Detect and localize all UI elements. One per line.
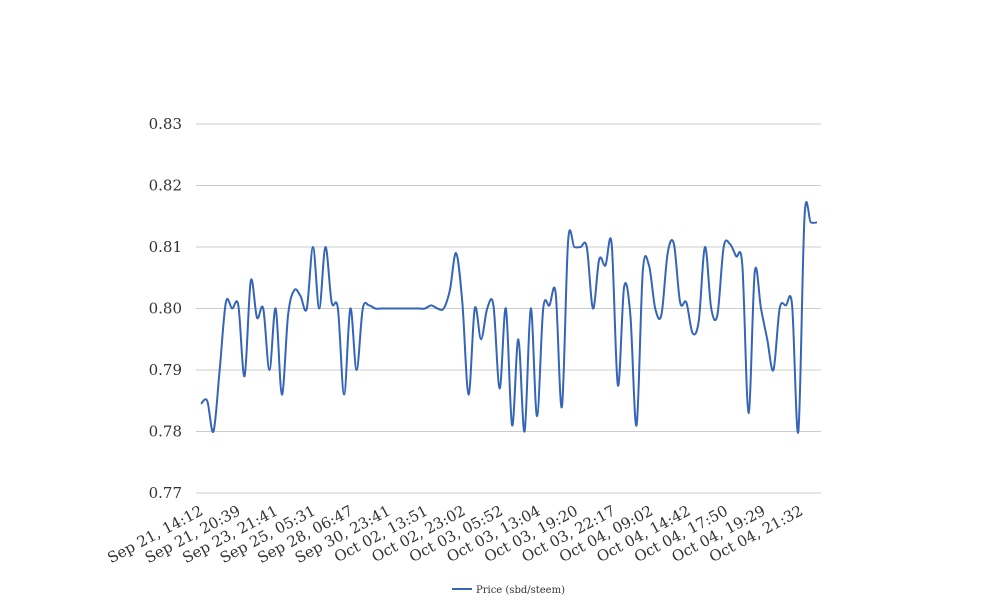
y-axis-ticks: 0.77 0.78 0.79 0.80 0.81 0.82 0.83 — [149, 115, 182, 502]
y-tick-label: 0.77 — [149, 484, 182, 502]
price-series-line — [200, 201, 818, 434]
legend: Price (sbd/steem) — [452, 585, 565, 596]
y-tick-label: 0.79 — [149, 361, 182, 379]
y-tick-label: 0.83 — [149, 115, 182, 133]
y-tick-label: 0.81 — [149, 238, 182, 256]
legend-label: Price (sbd/steem) — [476, 585, 565, 596]
y-tick-label: 0.78 — [149, 423, 182, 441]
y-tick-label: 0.80 — [149, 300, 182, 318]
y-tick-label: 0.82 — [149, 177, 182, 195]
